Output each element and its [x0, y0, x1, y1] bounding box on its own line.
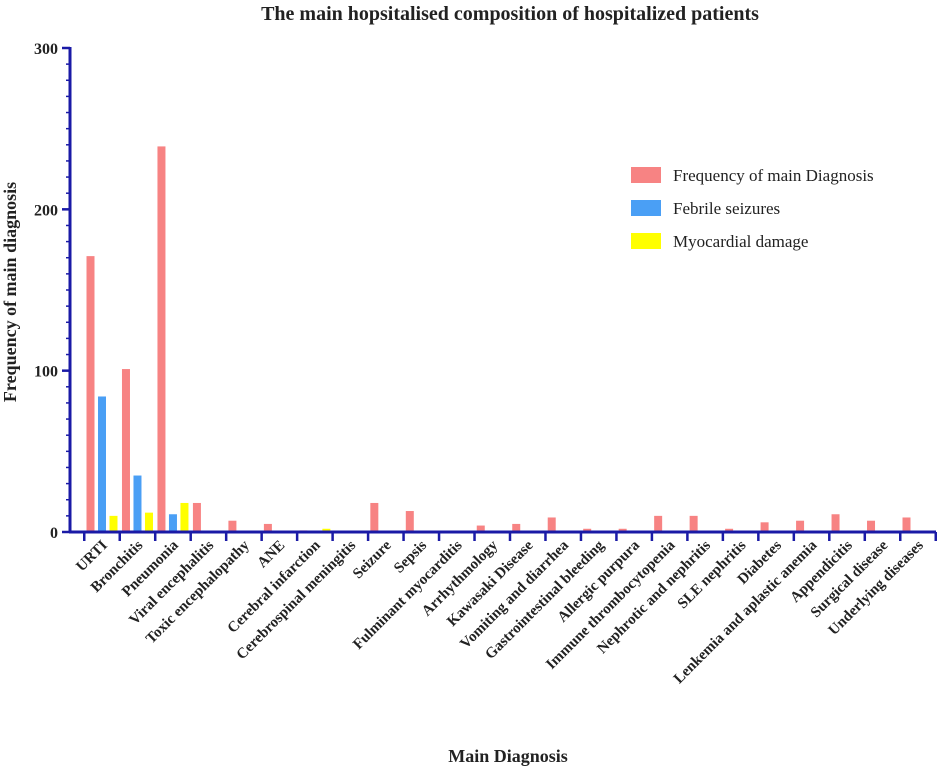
y-tick-label: 300: [34, 41, 58, 58]
y-tick-label: 200: [34, 202, 58, 219]
bar-frequency-of-main-diagnosis-9: [405, 511, 414, 532]
bar-myocardial-damage-6: [322, 528, 331, 532]
bars-group: [86, 146, 911, 532]
legend: Frequency of main Diagnosis Febrile seizu…: [631, 166, 874, 251]
bar-frequency-of-main-diagnosis-5: [263, 523, 272, 532]
bar-frequency-of-main-diagnosis-12: [512, 523, 521, 532]
bar-frequency-of-main-diagnosis-8: [370, 502, 379, 532]
y-axis-label: Frequency of main diagnosis: [0, 182, 20, 402]
bar-myocardial-damage-2: [180, 502, 189, 532]
y-ticks-group: 0 100 200 300: [34, 41, 70, 542]
bar-frequency-of-main-diagnosis-16: [654, 515, 663, 532]
bar-frequency-of-main-diagnosis-11: [476, 525, 485, 532]
bar-febrile-seizures-2: [168, 514, 177, 532]
bar-myocardial-damage-0: [109, 515, 118, 532]
bar-febrile-seizures-1: [133, 475, 142, 532]
bar-frequency-of-main-diagnosis-1: [121, 369, 130, 532]
bar-frequency-of-main-diagnosis-18: [725, 528, 734, 532]
bar-frequency-of-main-diagnosis-20: [796, 520, 805, 532]
bar-frequency-of-main-diagnosis-15: [618, 528, 627, 532]
chart-title: The main hopsitalised composition of hos…: [261, 3, 759, 25]
bar-frequency-of-main-diagnosis-2: [157, 146, 166, 532]
bar-frequency-of-main-diagnosis-3: [192, 502, 201, 532]
legend-label: Myocardial damage: [673, 232, 808, 251]
bar-febrile-seizures-0: [98, 396, 106, 532]
legend-swatch: [631, 167, 661, 183]
bar-frequency-of-main-diagnosis-13: [547, 517, 556, 532]
bar-frequency-of-main-diagnosis-23: [902, 517, 911, 532]
legend-swatch: [631, 200, 661, 216]
bar-frequency-of-main-diagnosis-21: [831, 514, 840, 532]
x-axis-label: Main Diagnosis: [448, 746, 568, 766]
axes-group: [68, 47, 936, 534]
bar-frequency-of-main-diagnosis-14: [583, 528, 592, 532]
bar-myocardial-damage-1: [144, 512, 153, 532]
bar-frequency-of-main-diagnosis-0: [86, 256, 95, 532]
y-tick-label: 0: [50, 525, 58, 542]
x-category-label: Seizure: [350, 537, 395, 582]
legend-label: Febrile seizures: [673, 199, 780, 218]
bar-frequency-of-main-diagnosis-4: [228, 520, 237, 532]
bar-frequency-of-main-diagnosis-17: [689, 515, 698, 532]
bar-frequency-of-main-diagnosis-19: [760, 522, 769, 532]
legend-label: Frequency of main Diagnosis: [673, 166, 874, 185]
y-tick-label: 100: [34, 364, 58, 381]
bar-frequency-of-main-diagnosis-22: [867, 520, 876, 532]
legend-swatch: [631, 233, 661, 249]
